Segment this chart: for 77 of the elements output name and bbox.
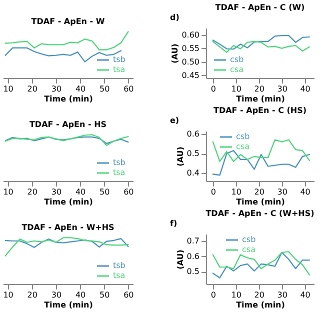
x-tick-label: 50 [100, 84, 110, 94]
chart-title: TDAF - ApEn - C (HS) [213, 106, 307, 115]
x-tick-label: 30 [277, 188, 288, 196]
text: tsa [113, 168, 126, 177]
x-tick-label: 10 [231, 84, 242, 94]
x-tick-label: 30 [277, 84, 288, 94]
x-tick-label: 30 [51, 290, 62, 300]
x-tick-label: 0 [210, 290, 216, 300]
x-tick-label: 50 [100, 188, 110, 196]
x-tick-label: 40 [75, 188, 86, 196]
x-axis-title: Time (min) [236, 94, 285, 104]
x-tick-label: 50 [100, 290, 110, 300]
x-tick-label: 40 [75, 290, 86, 300]
x-tick-label: 10 [231, 188, 242, 196]
x-tick-label: 60 [124, 84, 134, 94]
line-series [212, 40, 310, 53]
x-tick-label: 40 [300, 84, 310, 94]
x-tick-label: 60 [124, 290, 134, 300]
series-label: tsb [113, 158, 126, 167]
legend-label: csa [236, 142, 250, 151]
chart-title: TDAF - ApEn - HS [29, 120, 107, 129]
x-tick-label: 10 [3, 188, 14, 196]
x-tick-label: 30 [277, 290, 288, 300]
x-axis-title: Time (min) [44, 198, 93, 206]
line-series [212, 150, 310, 176]
y-tick-label: 0.6 [186, 129, 200, 138]
x-tick-label: 10 [231, 290, 242, 300]
legend-label: csa [242, 245, 256, 254]
y-tick-label: 0.50 [182, 57, 200, 66]
legend-label: tsa [113, 271, 126, 280]
x-axis-title: Time (min) [44, 300, 93, 310]
chart-title: TDAF - ApEn - C (W+HS) [206, 209, 314, 218]
chart-title: TDAF - ApEn - C (W) [215, 3, 305, 12]
text: e) [170, 116, 180, 125]
text: f) [170, 219, 178, 228]
x-tick-label: 0 [210, 84, 216, 94]
y-tick-label: 0.4 [186, 168, 200, 178]
chart-title: TDAF - ApEn - W [31, 17, 105, 26]
x-tick-label: 30 [51, 188, 62, 196]
x-tick-label: 30 [51, 84, 62, 94]
x-tick-label: 10 [3, 290, 14, 300]
text: d) [170, 13, 180, 22]
x-axis-title: Time (min) [236, 300, 285, 310]
line-series [212, 139, 310, 162]
chart-title: TDAF - ApEn - W+HS [22, 223, 115, 232]
x-tick-label: 0 [210, 188, 216, 196]
legend-label: tsb [113, 55, 126, 64]
x-tick-label: 20 [27, 84, 38, 94]
y-tick-label: 0.45 [182, 70, 200, 80]
legend-label: tsa [113, 65, 126, 74]
y-tick-label: 0.7 [186, 236, 200, 246]
series-label: csb [230, 55, 244, 64]
x-tick-label: 20 [254, 84, 264, 94]
x-tick-label: 20 [254, 188, 264, 196]
x-tick-label: 60 [124, 188, 134, 196]
x-tick-label: 40 [300, 188, 310, 196]
y-axis-title: (AU) [170, 44, 180, 64]
y-tick-label: 0.6 [186, 252, 200, 261]
x-tick-label: 20 [27, 188, 38, 196]
y-tick-label: 0.5 [186, 149, 200, 158]
y-tick-label: 0.5 [186, 267, 200, 276]
x-axis-title: Time (min) [236, 198, 285, 206]
x-tick-label: 20 [27, 290, 38, 300]
x-tick-label: 40 [75, 84, 86, 94]
x-axis-title: Time (min) [44, 94, 93, 104]
series-label: csa [230, 65, 244, 74]
y-tick-label: 0.60 [182, 30, 200, 40]
legend-label: tsb [113, 261, 126, 270]
line-series [212, 34, 310, 50]
legend-label: csb [236, 132, 250, 141]
x-tick-label: 40 [300, 290, 310, 300]
legend-label: csb [242, 235, 256, 244]
x-tick-label: 20 [254, 290, 264, 300]
y-axis-title: (AU) [176, 146, 185, 166]
y-tick-label: 0.55 [182, 44, 200, 53]
y-axis-title: (AU) [176, 250, 185, 270]
x-tick-label: 10 [3, 84, 14, 94]
